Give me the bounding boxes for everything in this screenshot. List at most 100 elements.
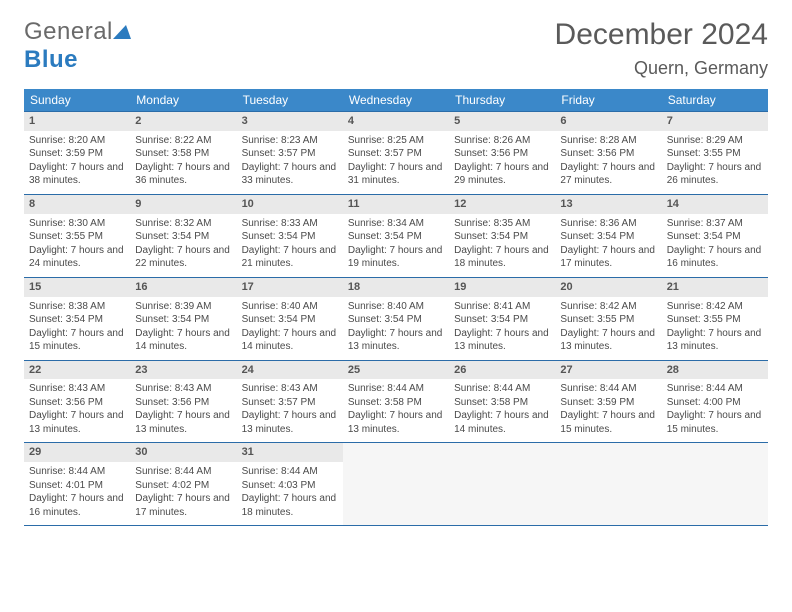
brand-part1: General — [24, 18, 113, 45]
sunset-text: Sunset: 3:54 PM — [242, 313, 338, 327]
day-detail-cell: Sunrise: 8:44 AMSunset: 4:02 PMDaylight:… — [130, 462, 236, 526]
daylight-text: Daylight: 7 hours and 36 minutes. — [135, 161, 231, 188]
weekday-header: Wednesday — [343, 89, 449, 112]
week-row: Sunrise: 8:20 AMSunset: 3:59 PMDaylight:… — [24, 131, 768, 195]
daylight-text: Daylight: 7 hours and 14 minutes. — [135, 327, 231, 354]
calendar-table: SundayMondayTuesdayWednesdayThursdayFrid… — [24, 89, 768, 526]
day-number-cell: 23 — [130, 360, 236, 379]
day-number-cell — [449, 443, 555, 462]
sunset-text: Sunset: 4:01 PM — [29, 479, 125, 493]
day-number-cell: 13 — [555, 194, 661, 213]
daylight-text: Daylight: 7 hours and 18 minutes. — [454, 244, 550, 271]
day-number-cell: 16 — [130, 277, 236, 296]
daylight-text: Daylight: 7 hours and 13 minutes. — [348, 409, 444, 436]
day-detail-cell: Sunrise: 8:43 AMSunset: 3:56 PMDaylight:… — [24, 379, 130, 443]
day-detail-cell: Sunrise: 8:36 AMSunset: 3:54 PMDaylight:… — [555, 214, 661, 278]
day-number-cell: 29 — [24, 443, 130, 462]
brand-logo: General Blue — [24, 18, 131, 74]
sunset-text: Sunset: 3:59 PM — [29, 147, 125, 161]
day-number-cell: 20 — [555, 277, 661, 296]
day-detail-cell: Sunrise: 8:44 AMSunset: 4:01 PMDaylight:… — [24, 462, 130, 526]
brand-part2: Blue — [24, 46, 78, 73]
day-detail-cell: Sunrise: 8:29 AMSunset: 3:55 PMDaylight:… — [662, 131, 768, 195]
day-number-cell — [555, 443, 661, 462]
day-number-cell: 2 — [130, 112, 236, 131]
sunrise-text: Sunrise: 8:43 AM — [242, 382, 338, 396]
daylight-text: Daylight: 7 hours and 27 minutes. — [560, 161, 656, 188]
sunset-text: Sunset: 3:54 PM — [135, 313, 231, 327]
day-detail-cell: Sunrise: 8:44 AMSunset: 3:58 PMDaylight:… — [343, 379, 449, 443]
sunrise-text: Sunrise: 8:44 AM — [135, 465, 231, 479]
daylight-text: Daylight: 7 hours and 18 minutes. — [242, 492, 338, 519]
daylight-text: Daylight: 7 hours and 17 minutes. — [135, 492, 231, 519]
day-number-cell: 3 — [237, 112, 343, 131]
sunset-text: Sunset: 4:02 PM — [135, 479, 231, 493]
sunrise-text: Sunrise: 8:22 AM — [135, 134, 231, 148]
daylight-text: Daylight: 7 hours and 13 minutes. — [135, 409, 231, 436]
daynum-row: 891011121314 — [24, 194, 768, 213]
day-number-cell: 5 — [449, 112, 555, 131]
daylight-text: Daylight: 7 hours and 13 minutes. — [667, 327, 763, 354]
sunset-text: Sunset: 3:55 PM — [29, 230, 125, 244]
sunrise-text: Sunrise: 8:35 AM — [454, 217, 550, 231]
sunrise-text: Sunrise: 8:34 AM — [348, 217, 444, 231]
sunrise-text: Sunrise: 8:40 AM — [242, 300, 338, 314]
day-number-cell: 10 — [237, 194, 343, 213]
day-number-cell: 15 — [24, 277, 130, 296]
day-detail-cell — [343, 462, 449, 526]
sunrise-text: Sunrise: 8:39 AM — [135, 300, 231, 314]
day-number-cell: 22 — [24, 360, 130, 379]
sunset-text: Sunset: 3:56 PM — [135, 396, 231, 410]
day-detail-cell: Sunrise: 8:22 AMSunset: 3:58 PMDaylight:… — [130, 131, 236, 195]
daylight-text: Daylight: 7 hours and 38 minutes. — [29, 161, 125, 188]
sunset-text: Sunset: 3:54 PM — [348, 313, 444, 327]
daylight-text: Daylight: 7 hours and 26 minutes. — [667, 161, 763, 188]
logo-triangle-icon — [113, 18, 131, 46]
sunset-text: Sunset: 3:58 PM — [135, 147, 231, 161]
daynum-row: 293031 — [24, 443, 768, 462]
day-detail-cell: Sunrise: 8:32 AMSunset: 3:54 PMDaylight:… — [130, 214, 236, 278]
brand-text: General Blue — [24, 18, 131, 74]
day-detail-cell: Sunrise: 8:34 AMSunset: 3:54 PMDaylight:… — [343, 214, 449, 278]
day-detail-cell: Sunrise: 8:37 AMSunset: 3:54 PMDaylight:… — [662, 214, 768, 278]
sunset-text: Sunset: 3:54 PM — [135, 230, 231, 244]
daylight-text: Daylight: 7 hours and 33 minutes. — [242, 161, 338, 188]
day-number-cell: 30 — [130, 443, 236, 462]
sunset-text: Sunset: 4:03 PM — [242, 479, 338, 493]
day-detail-cell: Sunrise: 8:43 AMSunset: 3:56 PMDaylight:… — [130, 379, 236, 443]
weekday-header: Friday — [555, 89, 661, 112]
daylight-text: Daylight: 7 hours and 15 minutes. — [29, 327, 125, 354]
day-detail-cell: Sunrise: 8:41 AMSunset: 3:54 PMDaylight:… — [449, 297, 555, 361]
sunrise-text: Sunrise: 8:41 AM — [454, 300, 550, 314]
sunrise-text: Sunrise: 8:38 AM — [29, 300, 125, 314]
daylight-text: Daylight: 7 hours and 14 minutes. — [454, 409, 550, 436]
day-detail-cell: Sunrise: 8:25 AMSunset: 3:57 PMDaylight:… — [343, 131, 449, 195]
sunset-text: Sunset: 3:58 PM — [454, 396, 550, 410]
day-number-cell: 17 — [237, 277, 343, 296]
day-detail-cell: Sunrise: 8:44 AMSunset: 3:58 PMDaylight:… — [449, 379, 555, 443]
daynum-row: 15161718192021 — [24, 277, 768, 296]
daylight-text: Daylight: 7 hours and 21 minutes. — [242, 244, 338, 271]
weekday-header: Sunday — [24, 89, 130, 112]
sunset-text: Sunset: 3:54 PM — [242, 230, 338, 244]
sunrise-text: Sunrise: 8:42 AM — [560, 300, 656, 314]
sunset-text: Sunset: 3:54 PM — [560, 230, 656, 244]
daylight-text: Daylight: 7 hours and 15 minutes. — [667, 409, 763, 436]
sunrise-text: Sunrise: 8:20 AM — [29, 134, 125, 148]
daylight-text: Daylight: 7 hours and 29 minutes. — [454, 161, 550, 188]
weekday-row: SundayMondayTuesdayWednesdayThursdayFrid… — [24, 89, 768, 112]
day-detail-cell: Sunrise: 8:33 AMSunset: 3:54 PMDaylight:… — [237, 214, 343, 278]
daylight-text: Daylight: 7 hours and 16 minutes. — [667, 244, 763, 271]
day-number-cell: 26 — [449, 360, 555, 379]
day-number-cell: 6 — [555, 112, 661, 131]
location-label: Quern, Germany — [555, 58, 768, 79]
day-number-cell: 8 — [24, 194, 130, 213]
day-detail-cell: Sunrise: 8:44 AMSunset: 4:00 PMDaylight:… — [662, 379, 768, 443]
day-number-cell: 24 — [237, 360, 343, 379]
sunrise-text: Sunrise: 8:44 AM — [242, 465, 338, 479]
weekday-header: Saturday — [662, 89, 768, 112]
day-detail-cell: Sunrise: 8:44 AMSunset: 3:59 PMDaylight:… — [555, 379, 661, 443]
day-number-cell: 19 — [449, 277, 555, 296]
day-number-cell — [343, 443, 449, 462]
sunrise-text: Sunrise: 8:29 AM — [667, 134, 763, 148]
